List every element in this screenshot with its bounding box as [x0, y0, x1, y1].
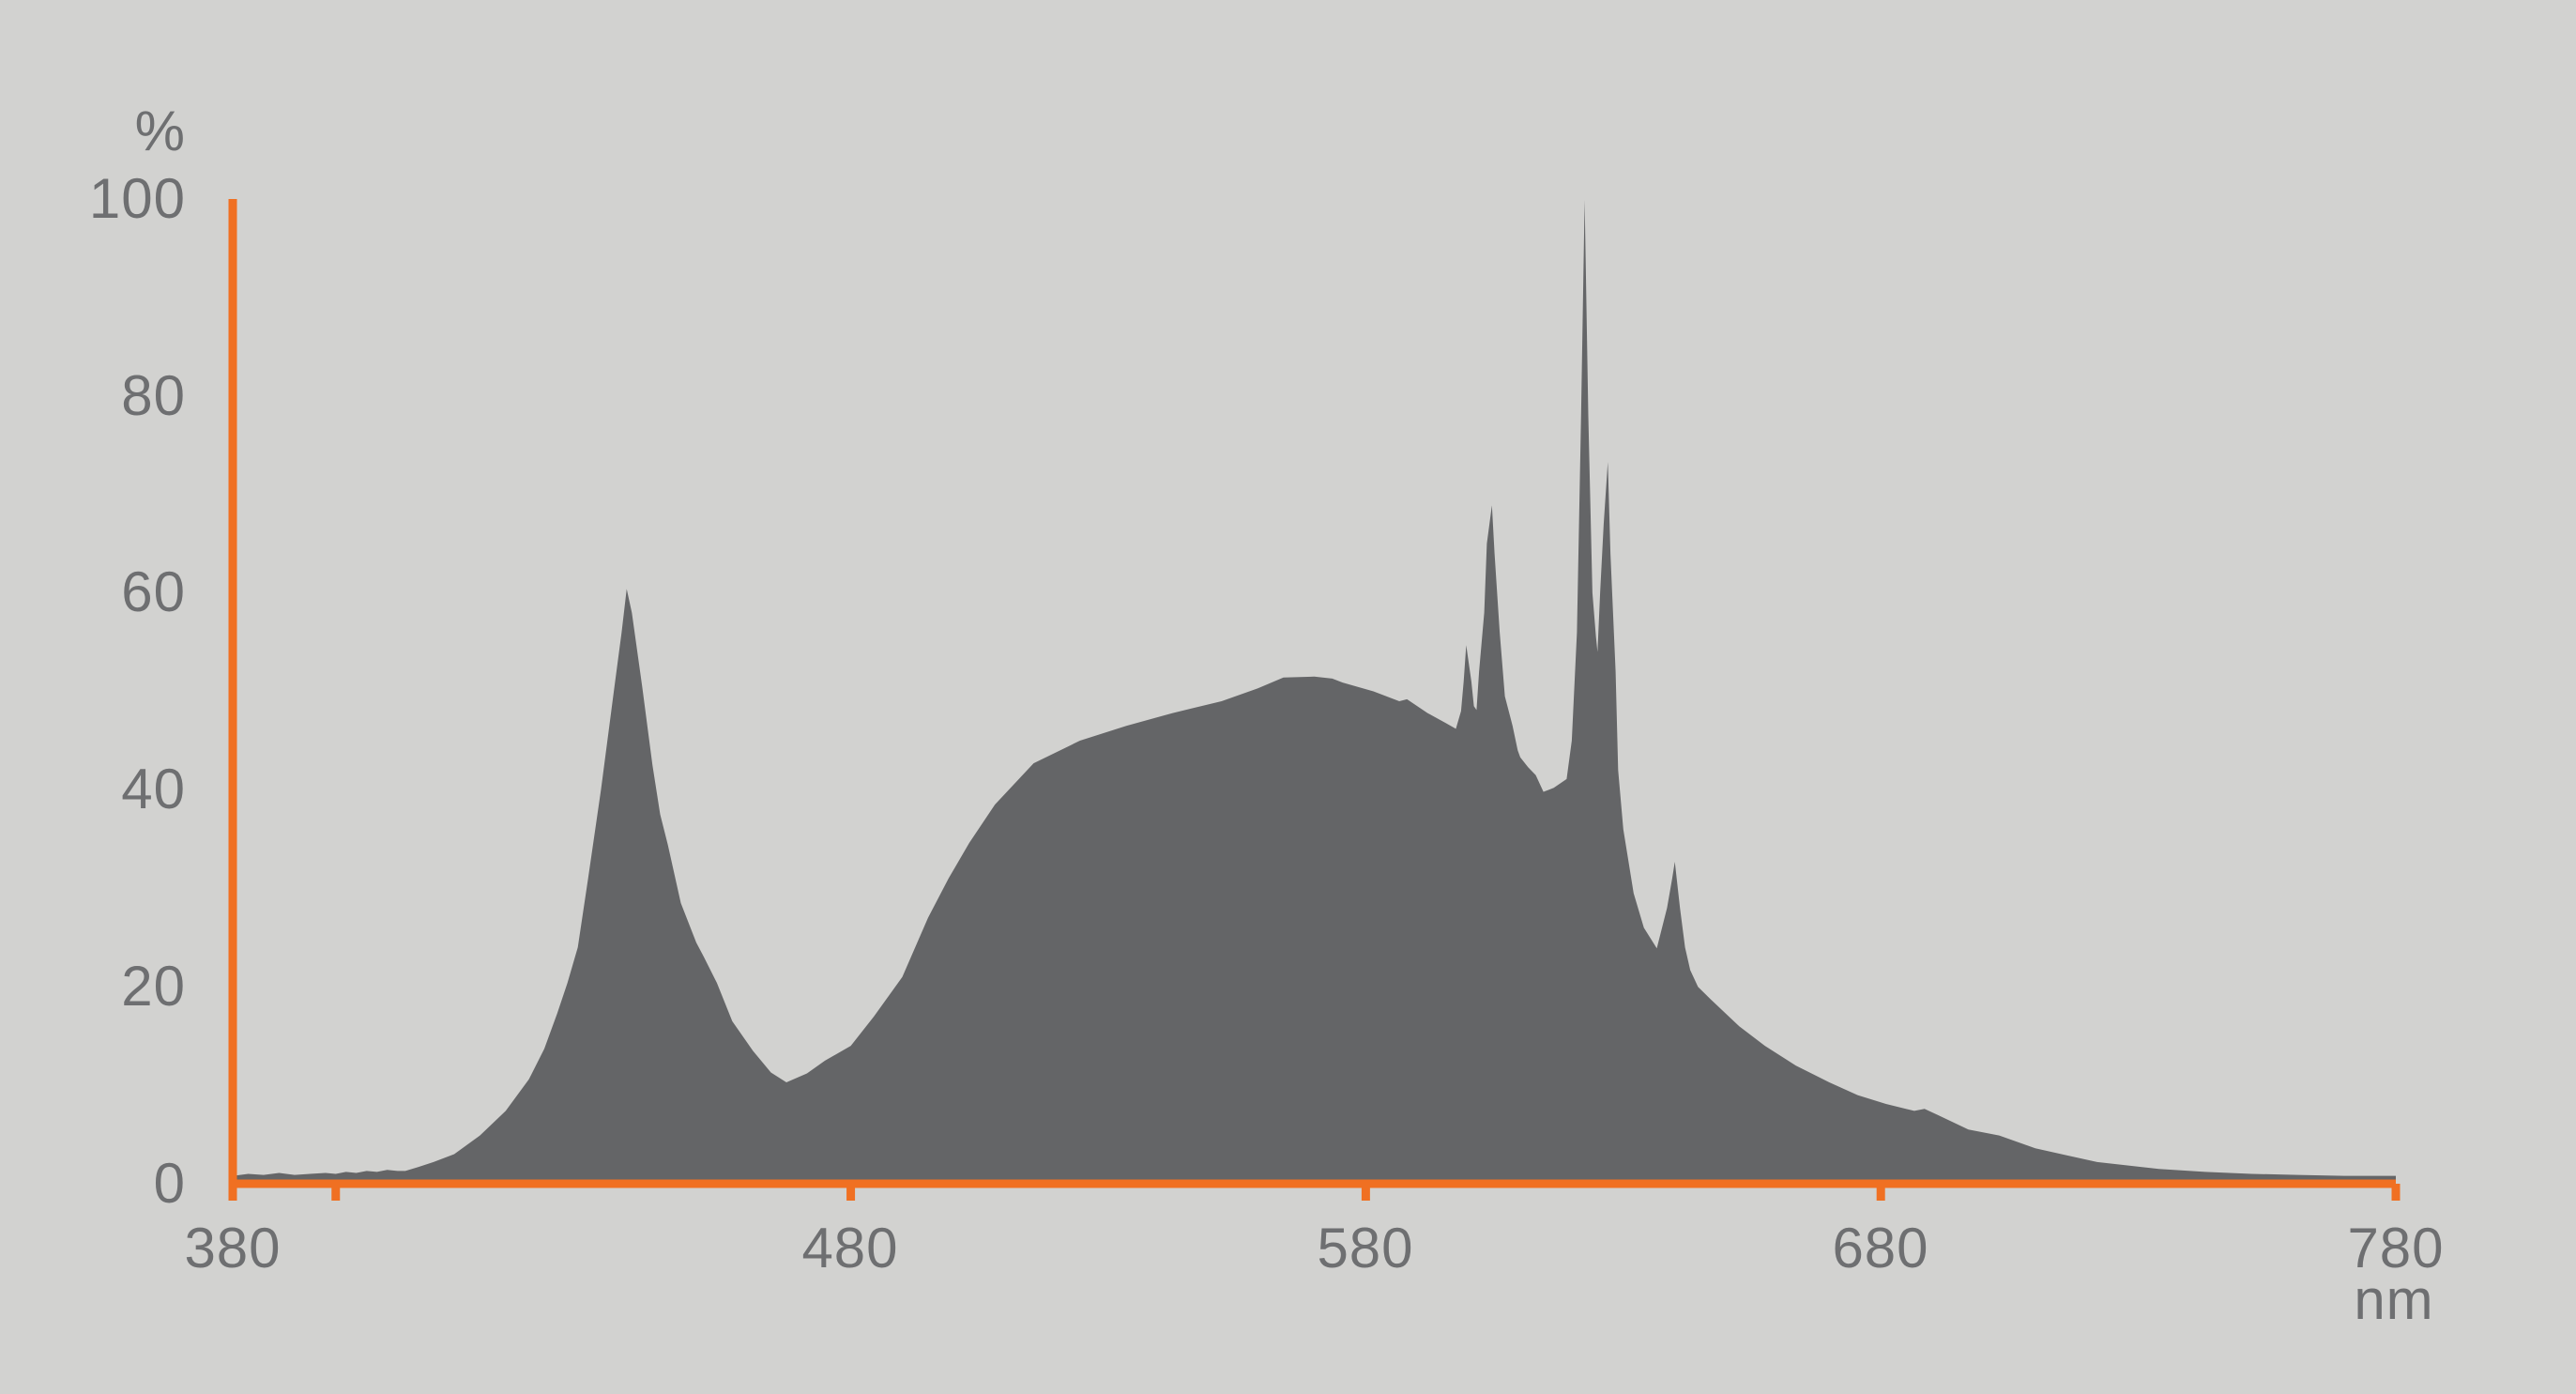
- y-axis-unit-label: %: [134, 100, 186, 162]
- y-tick-label-100: 100: [88, 167, 186, 230]
- y-tick-label-40: 40: [121, 758, 186, 820]
- y-tick-label-0: 0: [153, 1152, 186, 1215]
- x-axis-unit-label: nm: [2354, 1268, 2434, 1331]
- y-tick-label-80: 80: [121, 364, 186, 427]
- x-tick-label-580: 580: [1317, 1217, 1414, 1279]
- x-tick-label-680: 680: [1832, 1217, 1929, 1279]
- x-tick-label-380: 380: [184, 1217, 282, 1279]
- y-tick-label-60: 60: [121, 560, 186, 623]
- x-tick-label-480: 480: [801, 1217, 899, 1279]
- spectrum-area: [233, 200, 2396, 1184]
- x-tick-label-780: 780: [2347, 1217, 2445, 1279]
- y-tick-label-20: 20: [121, 955, 186, 1018]
